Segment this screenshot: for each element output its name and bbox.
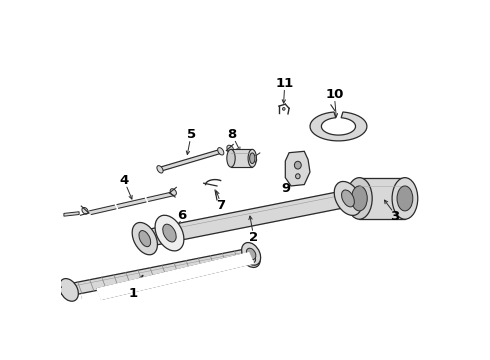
Polygon shape bbox=[231, 149, 252, 167]
Ellipse shape bbox=[282, 108, 285, 110]
Text: 3: 3 bbox=[390, 210, 399, 223]
Text: 6: 6 bbox=[177, 209, 187, 222]
Polygon shape bbox=[285, 151, 310, 186]
Polygon shape bbox=[359, 177, 405, 219]
Ellipse shape bbox=[227, 149, 235, 167]
Text: 7: 7 bbox=[216, 199, 225, 212]
Text: 10: 10 bbox=[325, 88, 344, 101]
Ellipse shape bbox=[351, 186, 367, 211]
Polygon shape bbox=[64, 212, 79, 216]
Ellipse shape bbox=[246, 253, 256, 263]
Ellipse shape bbox=[163, 224, 176, 242]
Text: 2: 2 bbox=[249, 231, 258, 244]
Ellipse shape bbox=[59, 279, 78, 301]
Ellipse shape bbox=[242, 249, 260, 267]
Ellipse shape bbox=[334, 181, 362, 215]
Polygon shape bbox=[147, 192, 173, 201]
Ellipse shape bbox=[246, 248, 256, 260]
Ellipse shape bbox=[157, 166, 163, 173]
Ellipse shape bbox=[392, 177, 418, 219]
Ellipse shape bbox=[249, 153, 255, 163]
Ellipse shape bbox=[170, 189, 176, 195]
Ellipse shape bbox=[46, 288, 54, 298]
Text: 8: 8 bbox=[227, 128, 236, 141]
Polygon shape bbox=[142, 190, 351, 247]
Ellipse shape bbox=[48, 290, 52, 295]
Text: 5: 5 bbox=[187, 128, 196, 141]
Text: 4: 4 bbox=[119, 174, 128, 187]
Polygon shape bbox=[97, 253, 253, 299]
Ellipse shape bbox=[82, 207, 88, 214]
Polygon shape bbox=[159, 149, 222, 171]
Polygon shape bbox=[82, 294, 97, 299]
Ellipse shape bbox=[242, 243, 261, 265]
Polygon shape bbox=[97, 253, 253, 299]
Text: 9: 9 bbox=[281, 182, 291, 195]
Ellipse shape bbox=[139, 230, 150, 247]
Polygon shape bbox=[82, 293, 98, 300]
Ellipse shape bbox=[163, 227, 172, 240]
Ellipse shape bbox=[218, 148, 224, 155]
Ellipse shape bbox=[397, 186, 413, 211]
Polygon shape bbox=[37, 293, 55, 299]
Ellipse shape bbox=[227, 145, 234, 152]
Polygon shape bbox=[90, 205, 116, 215]
Ellipse shape bbox=[342, 190, 354, 207]
Ellipse shape bbox=[248, 149, 256, 167]
Text: 11: 11 bbox=[275, 77, 294, 90]
Ellipse shape bbox=[132, 222, 157, 255]
Polygon shape bbox=[117, 198, 146, 208]
Polygon shape bbox=[310, 112, 367, 141]
Ellipse shape bbox=[294, 161, 301, 169]
Ellipse shape bbox=[155, 215, 184, 251]
Ellipse shape bbox=[346, 177, 372, 219]
Text: 1: 1 bbox=[129, 287, 138, 300]
Ellipse shape bbox=[295, 174, 300, 179]
Ellipse shape bbox=[156, 220, 179, 248]
Polygon shape bbox=[67, 248, 253, 296]
